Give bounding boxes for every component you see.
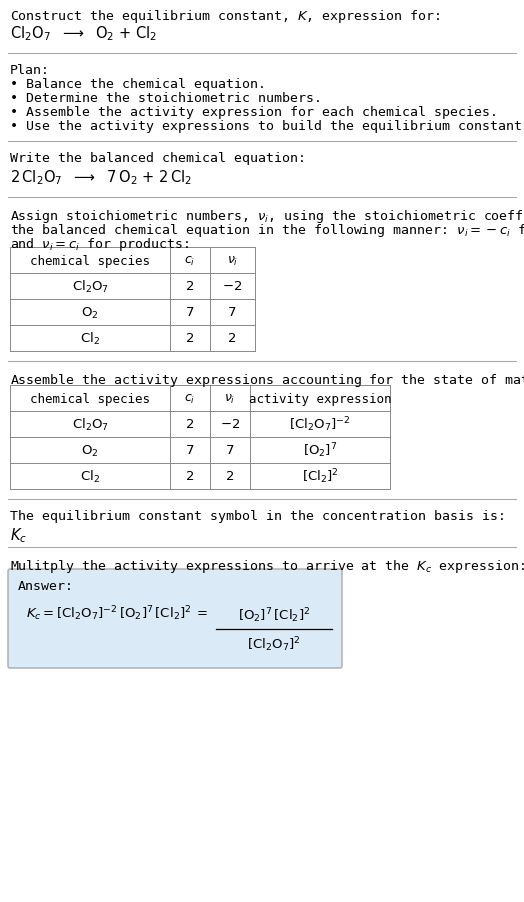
Text: $[\mathrm{O_2}]^7$: $[\mathrm{O_2}]^7$ [303, 441, 337, 460]
Text: 7: 7 [226, 444, 234, 457]
FancyBboxPatch shape [8, 569, 342, 668]
Text: 2: 2 [226, 470, 234, 483]
Text: $\mathrm{Cl_2}$: $\mathrm{Cl_2}$ [80, 331, 100, 346]
Text: 2: 2 [185, 418, 194, 431]
Text: Construct the equilibrium constant, $K$, expression for:: Construct the equilibrium constant, $K$,… [10, 8, 440, 25]
Text: $\mathrm{O_2}$: $\mathrm{O_2}$ [81, 305, 99, 320]
Text: • Use the activity expressions to build the equilibrium constant expression.: • Use the activity expressions to build … [10, 120, 524, 133]
Text: activity expression: activity expression [249, 392, 391, 405]
Text: Mulitply the activity expressions to arrive at the $K_c$ expression:: Mulitply the activity expressions to arr… [10, 557, 524, 575]
Text: $\mathrm{Cl_2O_7}$: $\mathrm{Cl_2O_7}$ [71, 417, 108, 433]
Text: $\mathrm{Cl_2}$: $\mathrm{Cl_2}$ [80, 468, 100, 484]
Text: $c_i$: $c_i$ [184, 392, 195, 405]
Text: $-2$: $-2$ [222, 281, 243, 293]
Text: • Balance the chemical equation.: • Balance the chemical equation. [10, 78, 266, 91]
Text: chemical species: chemical species [30, 392, 150, 405]
Text: $\nu_i$: $\nu_i$ [227, 254, 238, 267]
Text: • Determine the stoichiometric numbers.: • Determine the stoichiometric numbers. [10, 92, 322, 105]
Text: $2\,\mathrm{Cl_2O_7}$  $\longrightarrow$  $7\,\mathrm{O_2}$ + $2\,\mathrm{Cl_2}$: $2\,\mathrm{Cl_2O_7}$ $\longrightarrow$ … [10, 168, 192, 187]
Text: 2: 2 [185, 332, 194, 345]
Text: 2: 2 [185, 470, 194, 483]
Text: chemical species: chemical species [30, 254, 150, 267]
Text: $[\mathrm{Cl_2}]^2$: $[\mathrm{Cl_2}]^2$ [302, 467, 339, 486]
Text: $K_c$: $K_c$ [10, 526, 27, 544]
Text: 2: 2 [228, 332, 237, 345]
Text: The equilibrium constant symbol in the concentration basis is:: The equilibrium constant symbol in the c… [10, 510, 506, 522]
Text: 2: 2 [185, 281, 194, 293]
Text: Assemble the activity expressions accounting for the state of matter and $\nu_i$: Assemble the activity expressions accoun… [10, 372, 524, 389]
Text: $K_c = [\mathrm{Cl_2O_7}]^{-2}\,[\mathrm{O_2}]^7\,[\mathrm{Cl_2}]^2\; =\; $: $K_c = [\mathrm{Cl_2O_7}]^{-2}\,[\mathrm… [26, 603, 209, 622]
Text: Plan:: Plan: [10, 64, 50, 77]
Text: Answer:: Answer: [18, 579, 74, 593]
Text: Assign stoichiometric numbers, $\nu_i$, using the stoichiometric coefficients, $: Assign stoichiometric numbers, $\nu_i$, … [10, 207, 524, 225]
Text: $[\mathrm{O_2}]^7\,[\mathrm{Cl_2}]^2$: $[\mathrm{O_2}]^7\,[\mathrm{Cl_2}]^2$ [238, 606, 310, 625]
Text: $\mathrm{Cl_2O_7}$: $\mathrm{Cl_2O_7}$ [71, 279, 108, 295]
Text: $\mathrm{Cl_2O_7}$  $\longrightarrow$  $\mathrm{O_2}$ + $\mathrm{Cl_2}$: $\mathrm{Cl_2O_7}$ $\longrightarrow$ $\m… [10, 24, 157, 42]
Text: 7: 7 [185, 306, 194, 319]
Text: 7: 7 [185, 444, 194, 457]
Text: $\mathrm{O_2}$: $\mathrm{O_2}$ [81, 443, 99, 458]
Text: Write the balanced chemical equation:: Write the balanced chemical equation: [10, 152, 306, 165]
Text: $-2$: $-2$ [220, 418, 240, 431]
Text: 7: 7 [228, 306, 237, 319]
Text: and $\nu_i = c_i$ for products:: and $\nu_i = c_i$ for products: [10, 235, 189, 253]
Text: $[\mathrm{Cl_2O_7}]^2$: $[\mathrm{Cl_2O_7}]^2$ [247, 635, 301, 654]
Text: $[\mathrm{Cl_2O_7}]^{-2}$: $[\mathrm{Cl_2O_7}]^{-2}$ [289, 415, 351, 434]
Text: • Assemble the activity expression for each chemical species.: • Assemble the activity expression for e… [10, 106, 498, 119]
Text: the balanced chemical equation in the following manner: $\nu_i = -c_i$ for react: the balanced chemical equation in the fo… [10, 222, 524, 239]
Text: $c_i$: $c_i$ [184, 254, 195, 267]
Text: $\nu_i$: $\nu_i$ [224, 392, 236, 405]
